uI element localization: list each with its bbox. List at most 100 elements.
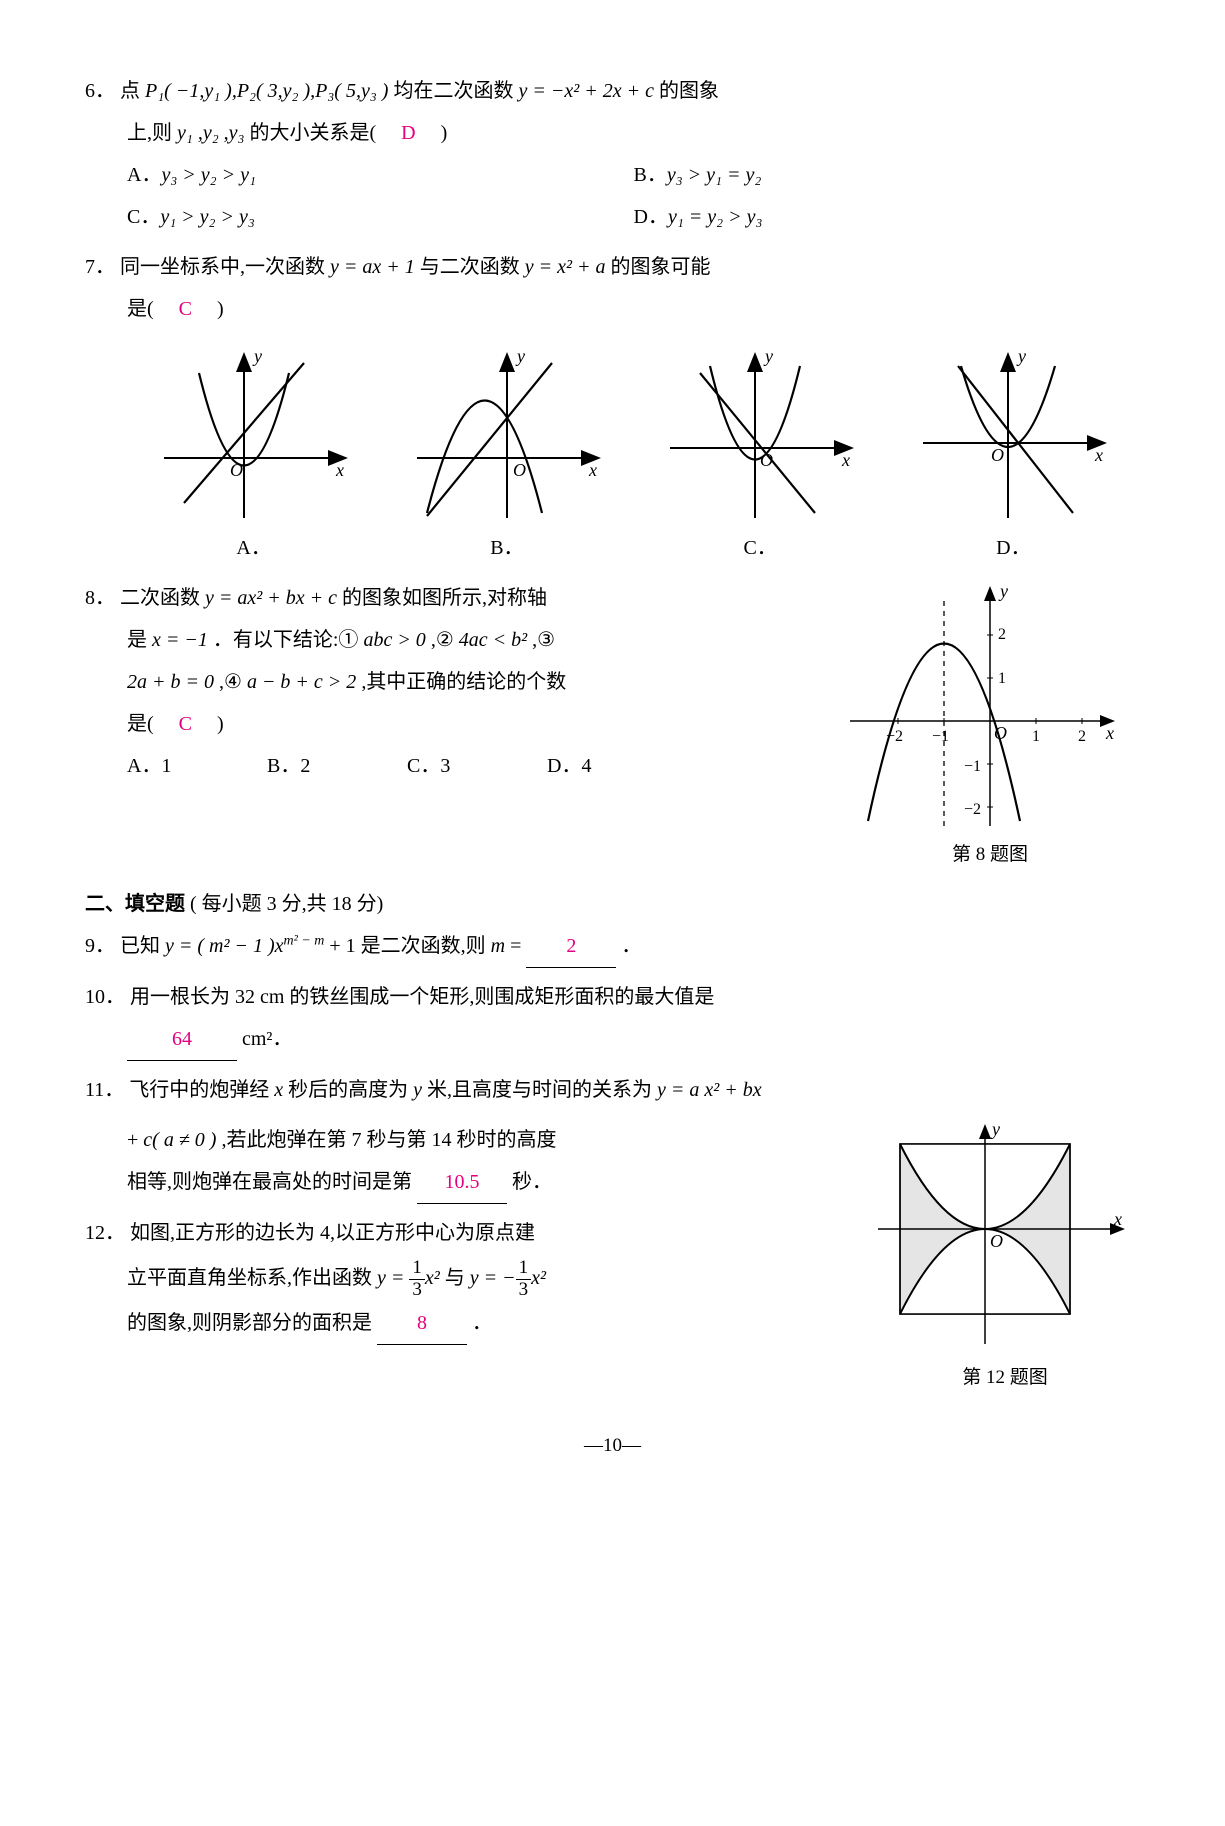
q8-number: 8． bbox=[85, 587, 115, 609]
q7-graph-D: y x O D． bbox=[913, 348, 1113, 569]
q12-line3: 的图象,则阴影部分的面积是 8 ． bbox=[127, 1302, 1140, 1345]
q8-svg: y x O −2 −1 1 2 2 1 −1 −2 bbox=[840, 581, 1120, 831]
q9-number: 9． bbox=[85, 935, 115, 957]
q11-func: y = a x² + bx bbox=[657, 1079, 762, 1101]
q9-func: y = ( m² − 1 )x bbox=[165, 935, 284, 957]
svg-text:x: x bbox=[1105, 723, 1114, 743]
q12-f2d: 3 bbox=[516, 1280, 532, 1301]
q11-tc: 米,且高度与时间的关系为 bbox=[427, 1079, 657, 1101]
q8-l3c: ,其中正确的结论的个数 bbox=[361, 671, 566, 693]
q11-q12-block: y x O 第 12 题图 + c( a ≠ 0 ) ,若此炮弹在第 7 秒与第… bbox=[85, 1119, 1140, 1398]
q8-caption: 第 8 题图 bbox=[840, 835, 1140, 875]
q8-func: y = ax² + bx + c bbox=[205, 587, 337, 609]
question-7: 7． 同一坐标系中,一次函数 y = ax + 1 与二次函数 y = x² +… bbox=[85, 246, 1140, 569]
q12-f1d: 3 bbox=[409, 1280, 425, 1301]
q8-options: A．1 B．2 C．3 D．4 bbox=[127, 745, 687, 787]
q8-optB: B．2 bbox=[267, 745, 407, 787]
q6-points: P₁( −1,y₁ ),P₂( 3,y₂ ),P₃( 5,y₃ ) bbox=[145, 80, 388, 102]
q6-optD-lbl: D． bbox=[634, 206, 668, 228]
q6-optB-lbl: B． bbox=[634, 164, 667, 186]
svg-text:x: x bbox=[335, 460, 344, 480]
q6-l2b: 的大小关系是( bbox=[250, 122, 397, 144]
q7-f2: y = x² + a bbox=[525, 256, 606, 278]
q12-l2a: 立平面直角坐标系,作出函数 bbox=[127, 1267, 377, 1289]
q8-l2a: 是 bbox=[127, 629, 152, 651]
q8-c1: abc > 0 bbox=[363, 629, 425, 651]
q7-graph-B: y x O B． bbox=[407, 348, 607, 569]
svg-text:−1: −1 bbox=[932, 728, 949, 745]
q12-ta: 如图,正方形的边长为 4,以正方形中心为原点建 bbox=[130, 1222, 535, 1244]
q11-v2: y bbox=[413, 1079, 422, 1101]
q9-var: m bbox=[491, 935, 505, 957]
q8-c2: 4ac < b² bbox=[459, 629, 527, 651]
q7-answer: C bbox=[179, 298, 192, 320]
q12-f2post: x² bbox=[531, 1267, 546, 1289]
q8-optA: A．1 bbox=[127, 745, 267, 787]
svg-text:x: x bbox=[588, 460, 597, 480]
q12-l3b: ． bbox=[472, 1312, 492, 1334]
question-9: 9． 已知 y = ( m² − 1 )xm² − m + 1 是二次函数,则 … bbox=[85, 925, 1140, 968]
q8-c3: 2a + b = 0 bbox=[127, 671, 214, 693]
q7-lblD: D． bbox=[913, 527, 1113, 569]
q8-c4: a − b + c > 2 bbox=[247, 671, 356, 693]
q12-and: 与 bbox=[445, 1267, 470, 1289]
svg-text:1: 1 bbox=[998, 670, 1006, 687]
q11-answer: 10.5 bbox=[417, 1161, 507, 1204]
q11-v1: x bbox=[274, 1079, 283, 1101]
q11-cond: c( a ≠ 0 ) bbox=[143, 1129, 216, 1151]
q6-line2: 上,则 y₁ ,y₂ ,y₃ 的大小关系是( D ) bbox=[127, 112, 1140, 154]
q7-lblA: A． bbox=[154, 527, 354, 569]
svg-text:O: O bbox=[513, 460, 526, 480]
q12-l3a: 的图象,则阴影部分的面积是 bbox=[127, 1312, 372, 1334]
q8-tb: 的图象如图所示,对称轴 bbox=[342, 587, 547, 609]
q7-f1: y = ax + 1 bbox=[330, 256, 415, 278]
q6-text-c: 的图象 bbox=[659, 80, 719, 102]
q10-unit: cm²． bbox=[242, 1028, 292, 1050]
svg-text:y: y bbox=[990, 1119, 1000, 1139]
svg-text:y: y bbox=[998, 581, 1008, 601]
q6-l2c: ) bbox=[421, 122, 448, 144]
q6-vars: y₁ ,y₂ ,y₃ bbox=[177, 122, 245, 144]
q6-optD-txt: y₁ = y₂ > y₃ bbox=[668, 206, 762, 228]
q6-l2a: 上,则 bbox=[127, 122, 177, 144]
svg-text:y: y bbox=[252, 348, 262, 366]
q7-l2a: 是( bbox=[127, 298, 174, 320]
q7-svg-C: y x O bbox=[660, 348, 860, 523]
q12-caption: 第 12 题图 bbox=[870, 1358, 1140, 1398]
q6-answer: D bbox=[401, 122, 415, 144]
q6-optA-txt: y₃ > y₂ > y₁ bbox=[161, 164, 255, 186]
q7-ta: 同一坐标系中,一次函数 bbox=[120, 256, 330, 278]
q9-exp: m² − m bbox=[284, 933, 325, 948]
q11-l2b: ,若此炮弹在第 7 秒与第 14 秒时的高度 bbox=[221, 1129, 556, 1151]
svg-text:1: 1 bbox=[1032, 728, 1040, 745]
question-12: 12． 如图,正方形的边长为 4,以正方形中心为原点建 立平面直角坐标系,作出函… bbox=[85, 1212, 1140, 1345]
q9-tb: + 1 是二次函数,则 bbox=[329, 935, 490, 957]
q7-lblB: B． bbox=[407, 527, 607, 569]
q11-l3a: 相等,则炮弹在最高处的时间是第 bbox=[127, 1171, 412, 1193]
q6-optA: A．y₃ > y₂ > y₁ bbox=[127, 154, 634, 196]
q11-l2a: + bbox=[127, 1129, 143, 1151]
svg-text:x: x bbox=[1094, 445, 1103, 465]
q7-line2: 是( C ) bbox=[127, 288, 1140, 330]
section2-title: 二、填空题 bbox=[85, 893, 185, 915]
q8-figure: y x O −2 −1 1 2 2 1 −1 −2 第 8 题图 bbox=[840, 581, 1140, 875]
q7-graphs: y x O A． y x O B． y bbox=[127, 348, 1140, 569]
q8-answer: C bbox=[179, 713, 192, 735]
q12-f2pre: y = − bbox=[470, 1267, 516, 1289]
q12-number: 12． bbox=[85, 1222, 125, 1244]
q6-text-a: 点 bbox=[120, 80, 145, 102]
svg-text:y: y bbox=[515, 348, 525, 366]
q12-answer: 8 bbox=[377, 1302, 467, 1345]
q6-text-b: 均在二次函数 bbox=[393, 80, 518, 102]
svg-text:−2: −2 bbox=[964, 801, 981, 818]
q7-l2b: ) bbox=[197, 298, 224, 320]
svg-text:−1: −1 bbox=[964, 758, 981, 775]
question-8: y x O −2 −1 1 2 2 1 −1 −2 第 8 题图 8． 二次函数… bbox=[85, 577, 1140, 875]
q7-graph-A: y x O A． bbox=[154, 348, 354, 569]
svg-text:x: x bbox=[841, 450, 850, 470]
q8-l2c: ,② bbox=[431, 629, 454, 651]
q10-answer: 64 bbox=[127, 1018, 237, 1061]
q6-options-row2: C．y₁ > y₂ > y₃ D．y₁ = y₂ > y₃ bbox=[127, 196, 1140, 238]
q10-number: 10． bbox=[85, 986, 125, 1008]
q9-tc: = bbox=[510, 935, 526, 957]
